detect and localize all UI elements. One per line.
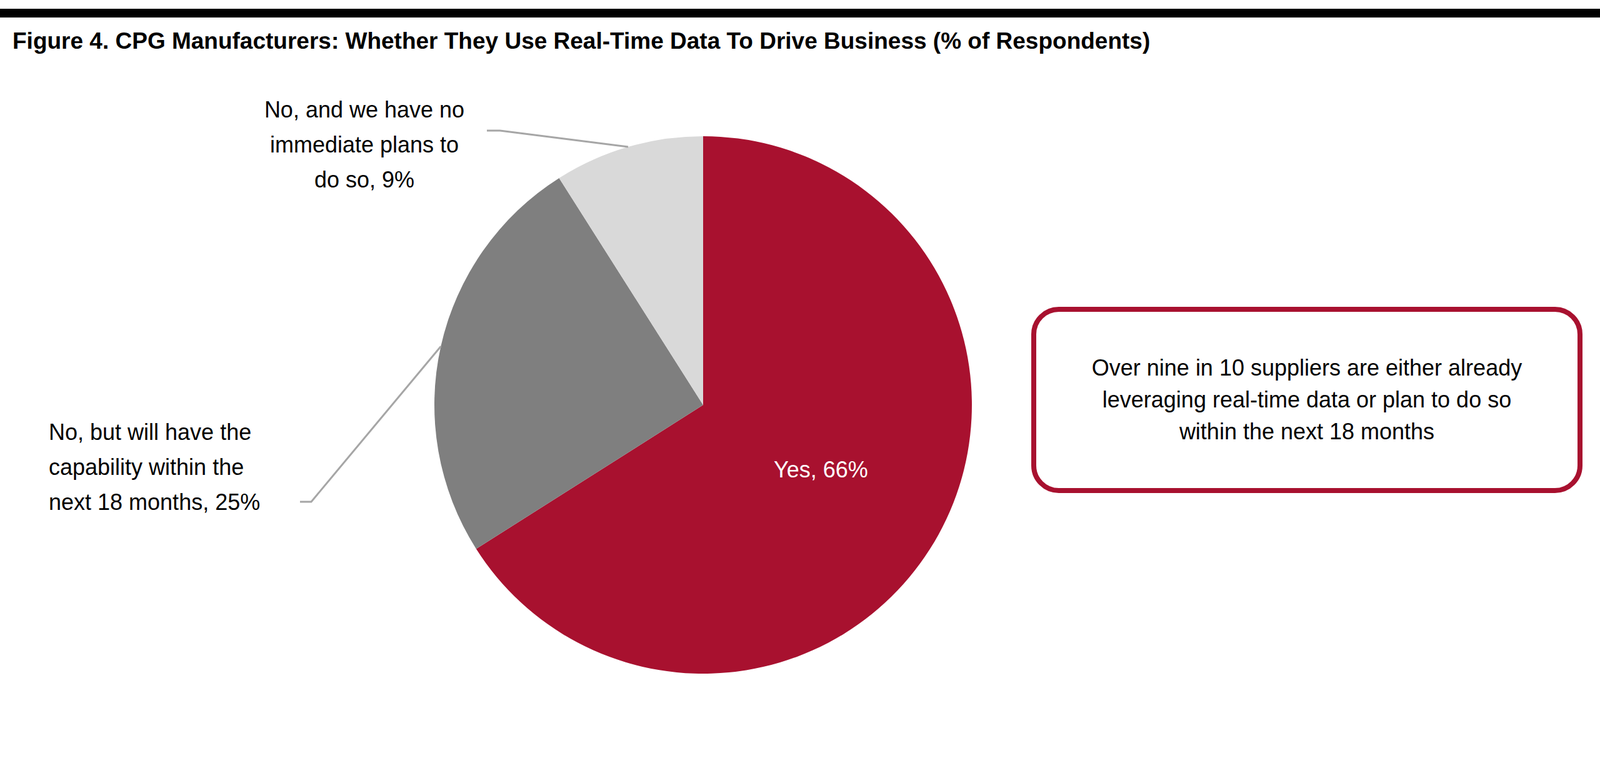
data-label-value: 66% [823,456,869,483]
data-label: No, and we have no [264,96,465,123]
top-rule [0,8,1600,18]
annotation-box [1033,309,1580,491]
data-label-category: next 18 months [48,489,203,515]
leader-line [486,130,629,147]
annotation-text: Over nine in 10 suppliers are either alr… [1091,355,1522,381]
data-label-value: 25% [215,489,260,515]
annotation: Over nine in 10 suppliers are either alr… [1033,309,1580,491]
data-label-category: No, and we have no [264,96,465,123]
data-label-group: No, and we have no immediate plans to do s… [264,96,629,193]
data-label-group: No, but will have the capability within t… [48,346,441,515]
data-label-category: immediate plans to [270,131,459,158]
data-label-category: capability within the [48,454,244,480]
data-label-separator: , [810,456,824,483]
data-label: next 18 months, 25% [48,489,260,515]
data-label-category: do so [314,166,370,193]
annotation-text: within the next 18 months [1178,418,1435,445]
data-label-separator: , [202,489,215,515]
pie [434,136,972,674]
data-label-group: Yes, 66% [773,456,869,483]
leader-line [300,346,441,502]
data-label: capability within the [48,454,244,480]
data-label: Yes, 66% [773,456,869,483]
pie-slice [559,136,704,405]
data-label-separator: , [369,166,382,193]
data-label-category: Yes [773,456,811,483]
data-label-category: No, but will have the [48,419,252,445]
data-label-value: 9% [381,166,415,193]
data-label: immediate plans to [270,131,459,158]
chart: Figure 4. CPG Manufacturers: Whether The… [0,0,1600,763]
data-label: No, but will have the [48,419,252,445]
data-label: do so, 9% [314,166,415,193]
title: Figure 4. CPG Manufacturers: Whether The… [12,28,1150,54]
annotation-text: leveraging real-time data or plan to do … [1102,386,1512,413]
